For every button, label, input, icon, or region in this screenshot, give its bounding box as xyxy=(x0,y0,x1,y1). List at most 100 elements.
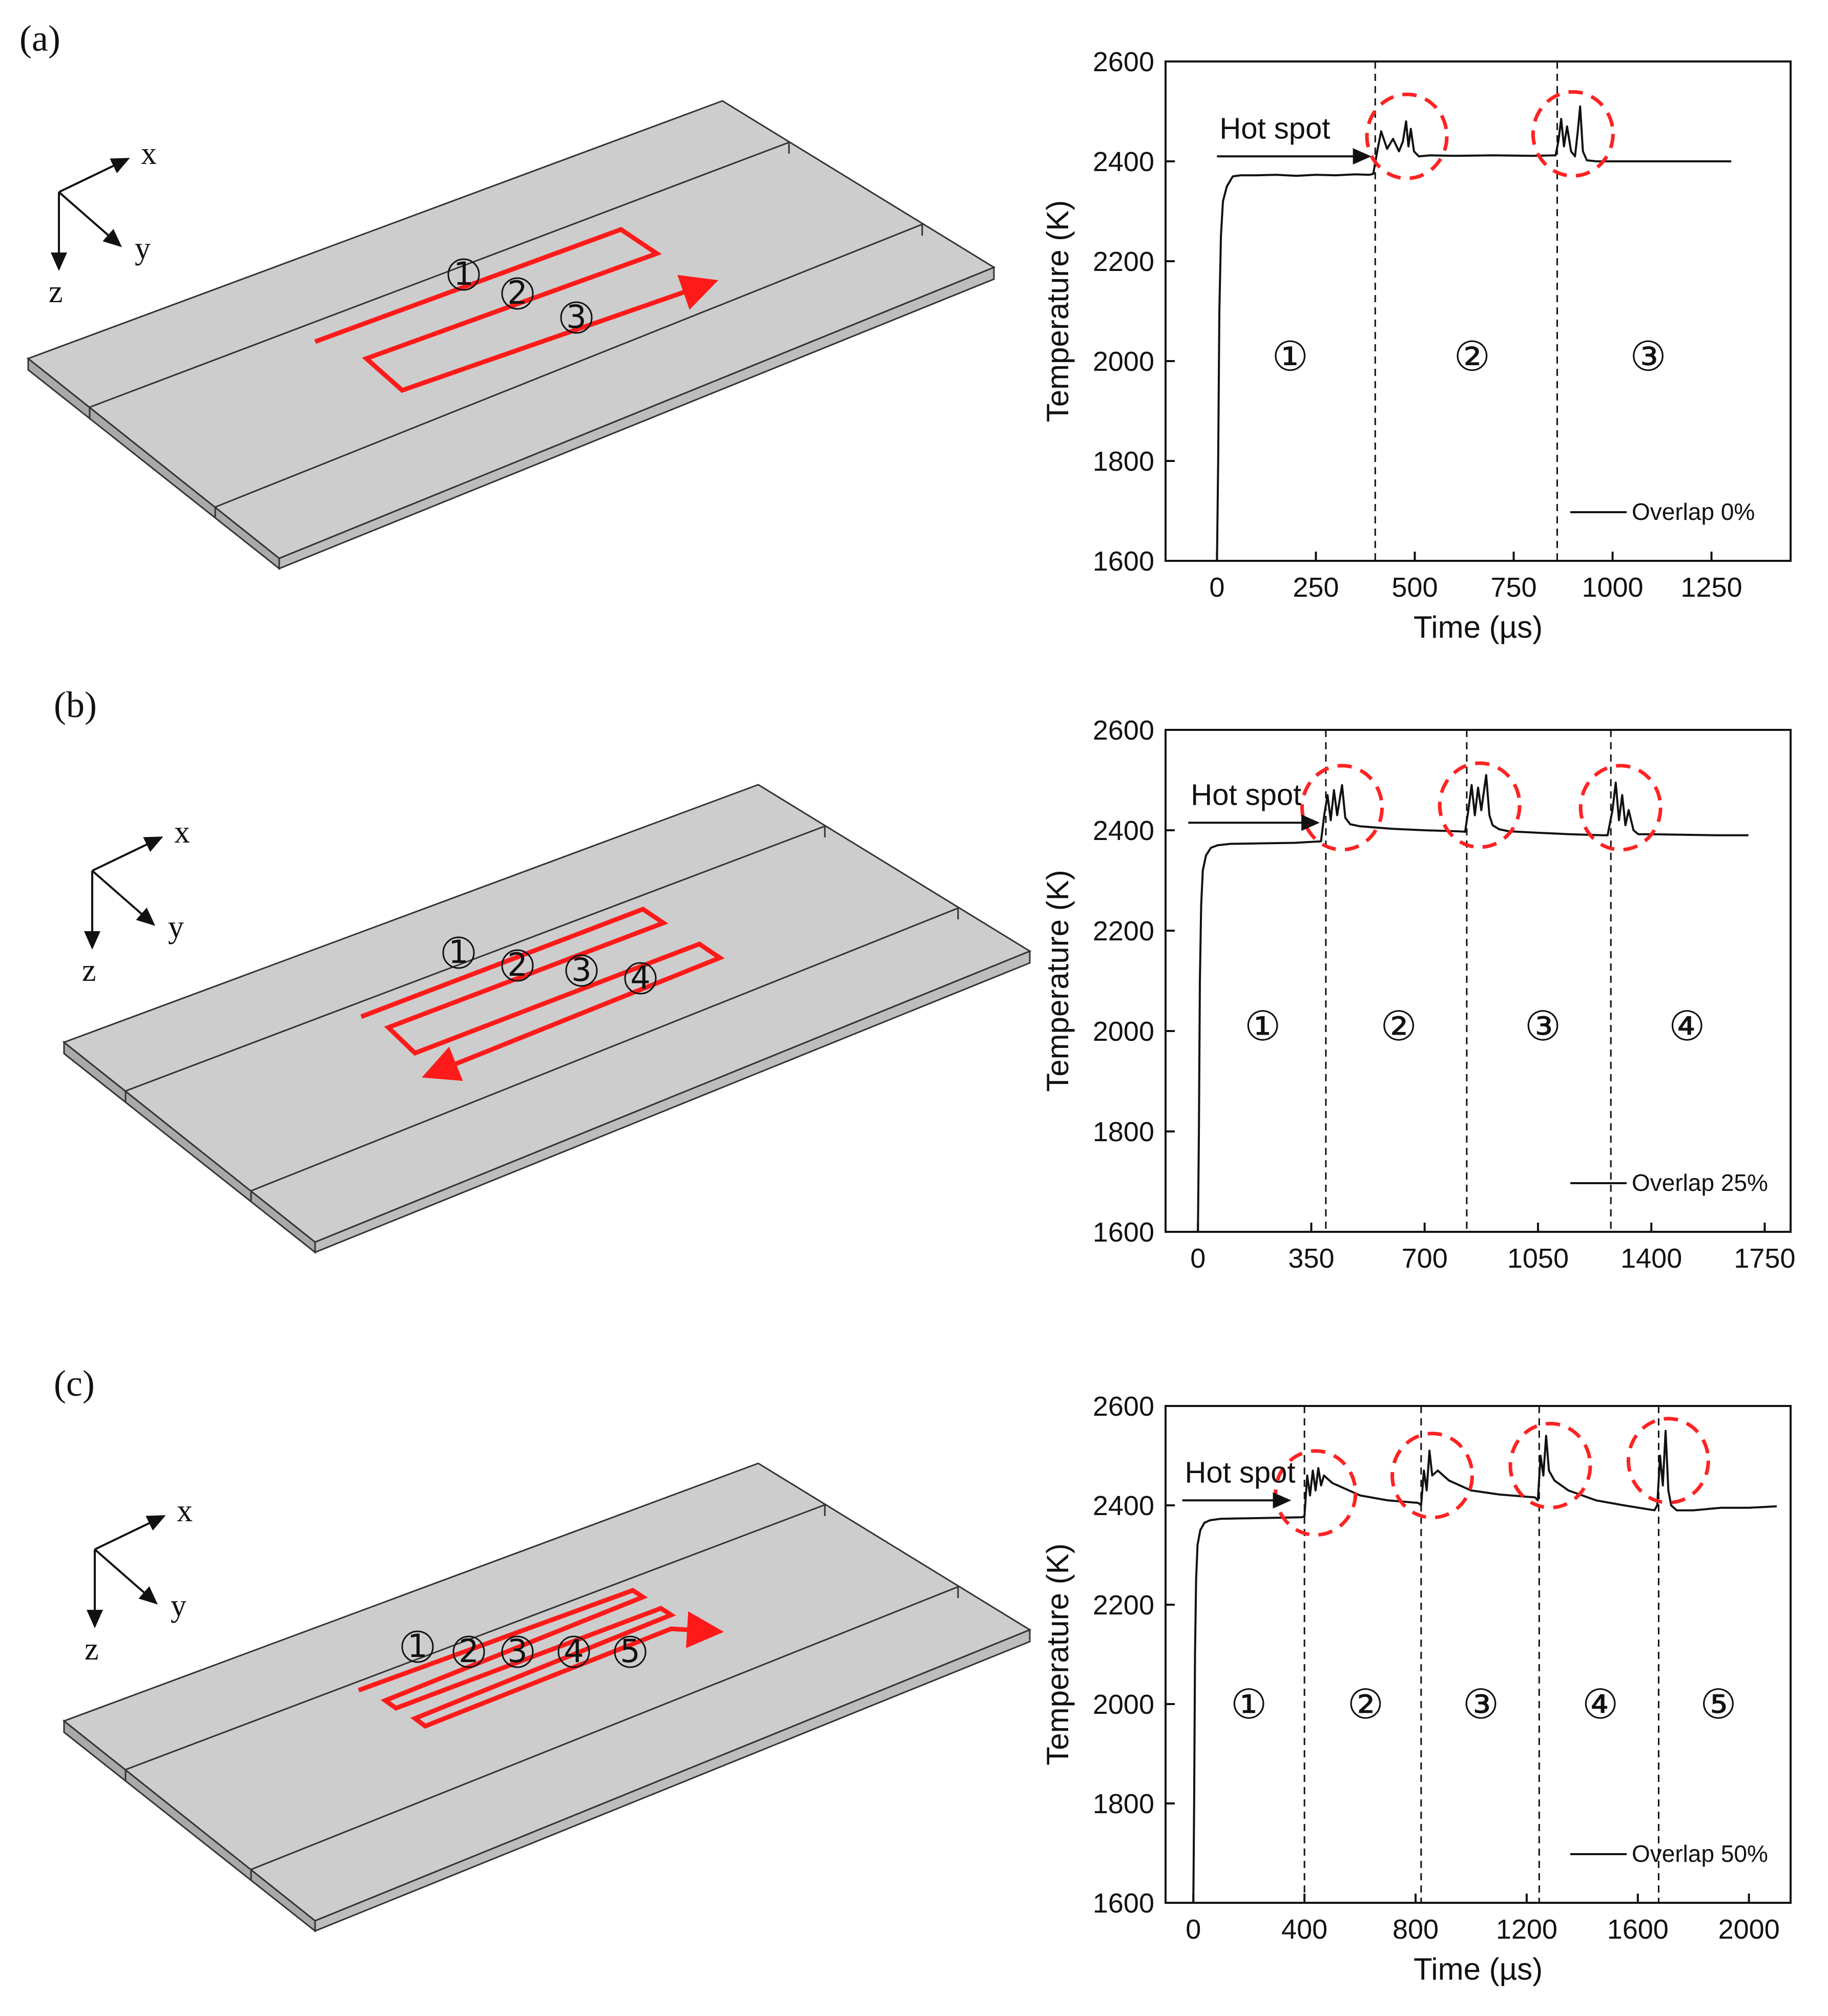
hot-spot-label: Hot spot xyxy=(1185,1456,1296,1489)
z-axis-label: z xyxy=(82,953,96,988)
y-axis-arrow xyxy=(91,870,156,926)
temperature-series-line xyxy=(1216,105,1732,561)
track-number-circle xyxy=(501,1635,534,1668)
x-axis-label: x xyxy=(174,815,190,850)
y-tick-label: 2200 xyxy=(1093,1590,1154,1621)
hot-spot-circle xyxy=(1531,90,1615,178)
x-tick-label: 350 xyxy=(1288,1243,1334,1274)
plate-seam-1 xyxy=(89,141,790,408)
x-tick-label: 250 xyxy=(1293,572,1339,603)
region-label-4: ④ xyxy=(1582,1681,1619,1728)
track-number-2: 2 xyxy=(507,946,527,983)
hot-spot-circle xyxy=(1438,761,1522,849)
chart-frame-1 xyxy=(1165,729,1792,1233)
hot-spot-circle xyxy=(1365,92,1449,180)
track-number-1: 1 xyxy=(453,255,473,292)
y-tick-label: 2600 xyxy=(1093,47,1154,77)
y-tick-label: 1600 xyxy=(1093,1888,1154,1919)
x-tick-label: 0 xyxy=(1209,572,1224,603)
track-number-circle xyxy=(447,258,480,291)
track-number-circle xyxy=(565,954,598,987)
y-axis-title: Temperature (K) xyxy=(1041,1543,1075,1765)
track-number-3: 3 xyxy=(507,1632,527,1670)
x-tick-label: 0 xyxy=(1190,1243,1206,1274)
y-tick-label: 1800 xyxy=(1093,1117,1154,1147)
x-tick-label: 1600 xyxy=(1607,1914,1669,1945)
y-tick-label: 1600 xyxy=(1093,546,1154,577)
track-number-4: 4 xyxy=(630,959,650,996)
track-number-circle xyxy=(501,949,534,982)
x-tick-label: 1050 xyxy=(1507,1243,1569,1274)
scan-path-1 xyxy=(360,906,725,1081)
x-axis-arrow xyxy=(92,836,163,872)
chart-frame-2 xyxy=(1165,1405,1792,1904)
hot-spot-circle xyxy=(1626,1417,1710,1505)
y-tick-label: 2400 xyxy=(1093,1490,1154,1521)
track-number-circle xyxy=(442,936,475,969)
y-tick-label: 2000 xyxy=(1093,1689,1154,1720)
legend-label: Overlap 25% xyxy=(1632,1169,1768,1196)
plate-seam-2 xyxy=(251,1586,959,1871)
y-tick-label: 2600 xyxy=(1093,715,1154,746)
hot-spot-circle xyxy=(1300,764,1384,852)
x-axis-arrow xyxy=(58,158,130,193)
y-tick-label: 1800 xyxy=(1093,1789,1154,1819)
track-number-4: 4 xyxy=(564,1632,584,1670)
track-number-circle xyxy=(401,1630,434,1663)
region-label-1: ① xyxy=(1272,332,1308,380)
x-tick-label: 1000 xyxy=(1582,572,1643,603)
track-number-3: 3 xyxy=(571,951,591,989)
y-tick-label: 2200 xyxy=(1093,916,1154,947)
y-tick-label: 2600 xyxy=(1093,1391,1154,1422)
y-tick-label: 2400 xyxy=(1093,815,1154,846)
x-tick-label: 1400 xyxy=(1621,1243,1682,1274)
y-axis-title: Temperature (K) xyxy=(1041,870,1075,1091)
region-label-3: ③ xyxy=(1630,332,1667,380)
panel-c-label: (c) xyxy=(54,1363,95,1404)
panel-a-label: (a) xyxy=(19,18,60,59)
hot-spot-circle xyxy=(1508,1421,1592,1509)
plate-seam-2 xyxy=(251,907,959,1192)
x-tick-label: 500 xyxy=(1391,572,1438,603)
y-tick-label: 1800 xyxy=(1093,446,1154,477)
temperature-series-line xyxy=(1197,774,1749,1232)
y-tick-label: 2000 xyxy=(1093,346,1154,377)
z-axis-label: z xyxy=(85,1632,99,1667)
y-axis-label: y xyxy=(171,1588,186,1623)
region-label-1: ① xyxy=(1231,1681,1268,1728)
chart-frame-0 xyxy=(1165,60,1792,562)
x-tick-label: 0 xyxy=(1186,1914,1201,1945)
x-tick-label: 400 xyxy=(1281,1914,1327,1945)
hot-spot-circle xyxy=(1390,1432,1474,1520)
plate-seam-2 xyxy=(215,223,923,508)
x-tick-label: 750 xyxy=(1490,572,1536,603)
legend-label: Overlap 50% xyxy=(1632,1840,1768,1867)
track-number-circle xyxy=(624,962,657,995)
x-axis-label: x xyxy=(141,136,157,171)
y-tick-label: 2000 xyxy=(1093,1016,1154,1047)
track-number-1: 1 xyxy=(448,933,468,971)
plate-top-face xyxy=(62,784,1032,1243)
region-label-2: ② xyxy=(1347,1681,1384,1728)
scan-path-2 xyxy=(358,1588,724,1729)
region-label-3: ③ xyxy=(1463,1681,1500,1728)
plate-seam-1 xyxy=(125,825,825,1092)
plate-1 xyxy=(62,784,1032,1254)
x-axis-title: Time (µs) xyxy=(1414,610,1543,644)
y-tick-label: 2200 xyxy=(1093,246,1154,277)
plate-top-face xyxy=(62,1462,1032,1922)
panel-b-label: (b) xyxy=(54,684,97,725)
region-label-1: ① xyxy=(1244,1002,1281,1050)
plate-2 xyxy=(62,1462,1032,1933)
x-axis-label: x xyxy=(177,1494,193,1528)
track-number-1: 1 xyxy=(407,1627,427,1665)
y-axis-arrow xyxy=(94,1548,158,1605)
region-label-2: ② xyxy=(1380,1002,1417,1050)
region-label-4: ④ xyxy=(1669,1002,1706,1050)
track-number-2: 2 xyxy=(459,1632,479,1670)
track-number-circle xyxy=(557,1635,590,1668)
y-axis-label: y xyxy=(135,231,151,266)
x-axis-title: Time (µs) xyxy=(1414,1952,1543,1986)
hot-spot-label: Hot spot xyxy=(1219,112,1330,145)
